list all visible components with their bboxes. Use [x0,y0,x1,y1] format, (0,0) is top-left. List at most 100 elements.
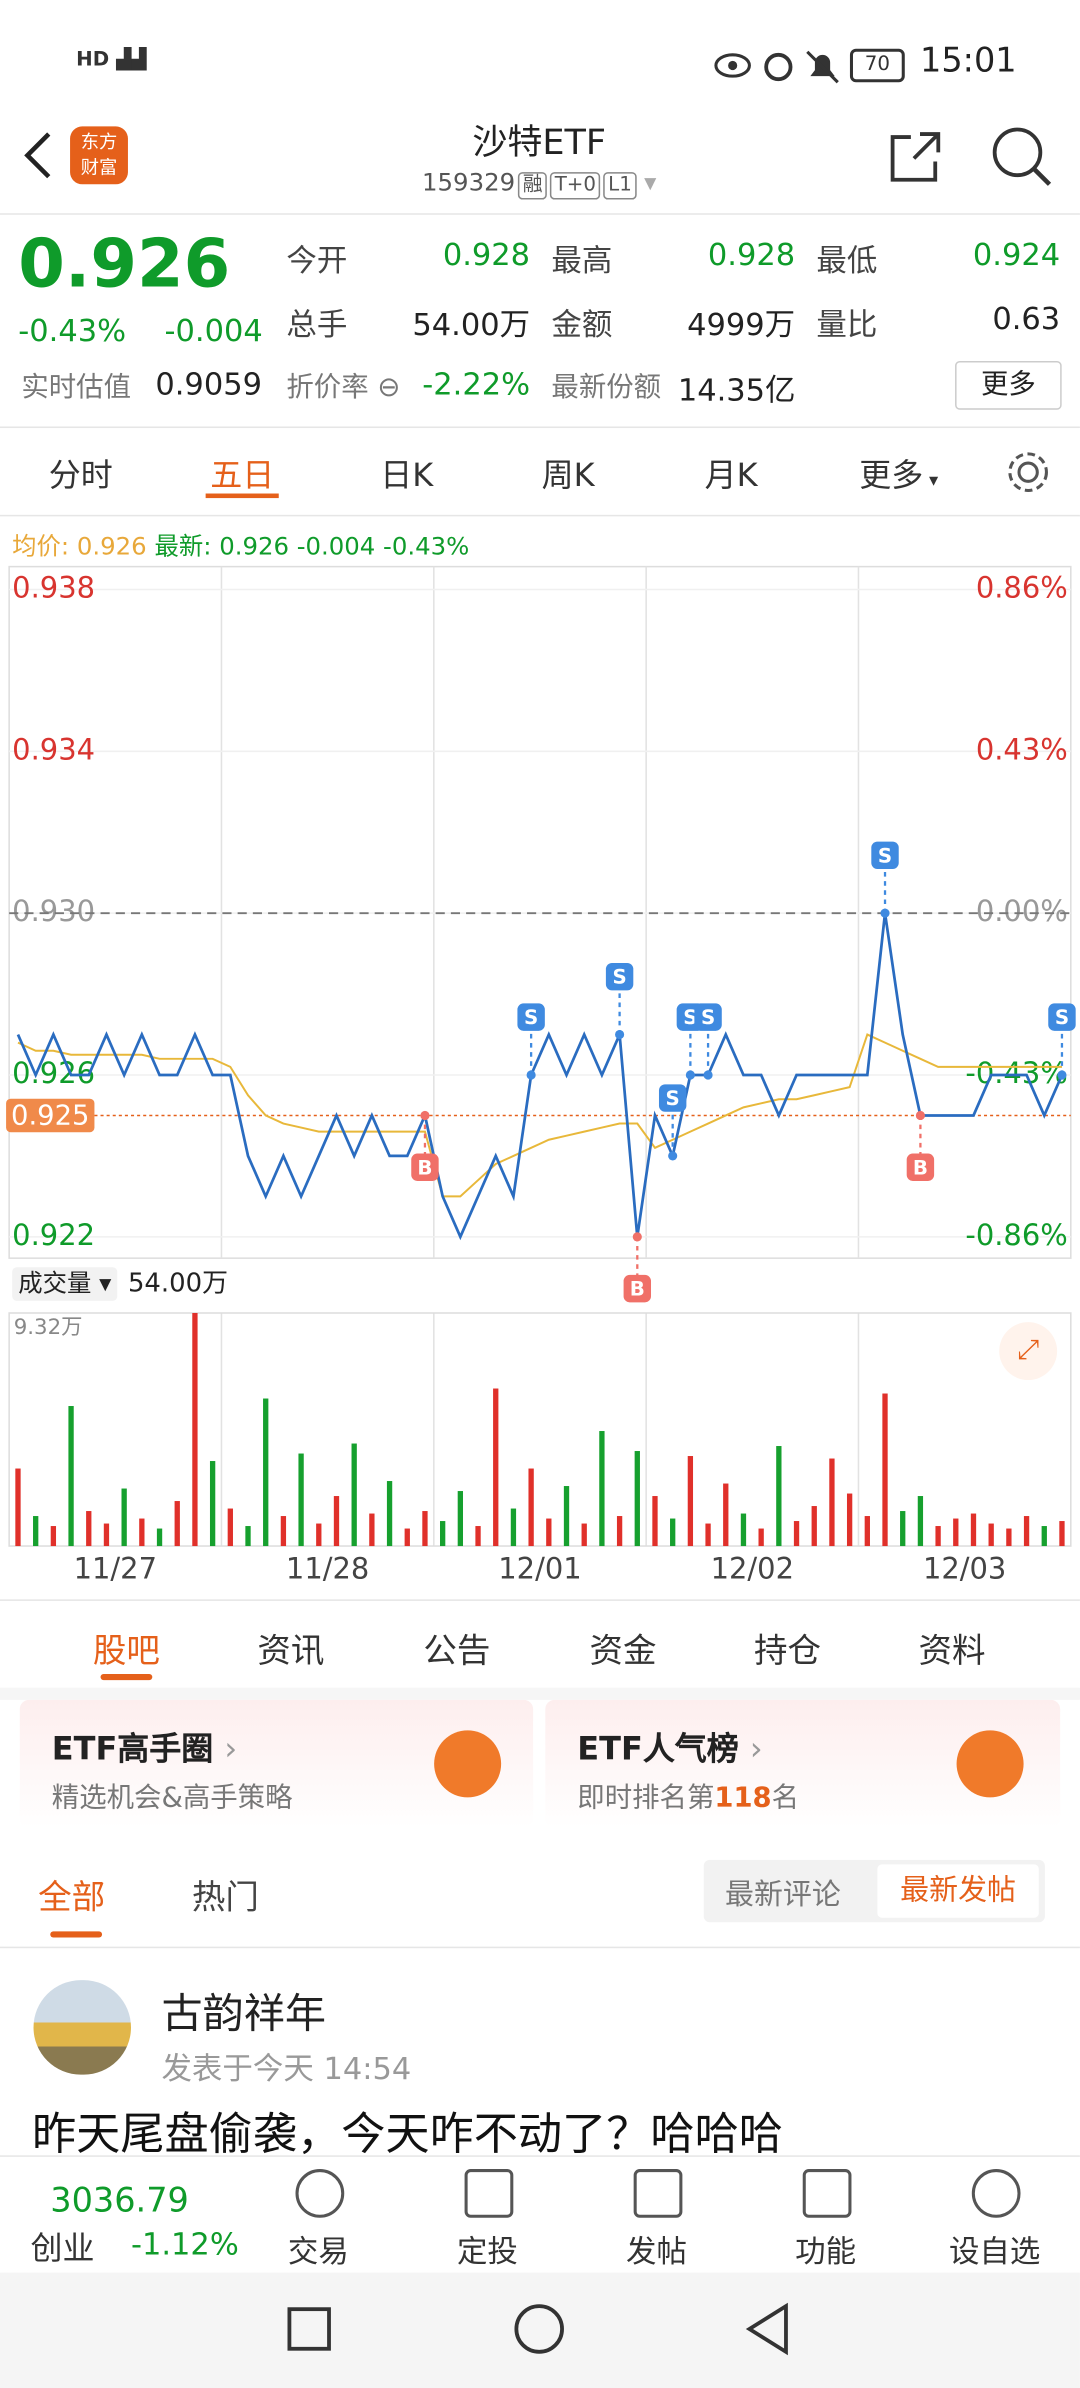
share-button[interactable] [887,128,948,186]
stat-value: 54.00万 [412,306,531,343]
volume-bar [263,1398,269,1547]
index-name[interactable]: 创业 [30,2229,95,2267]
signal-label: S [701,1006,715,1029]
signal-label: S [524,1006,538,1029]
stat-label: 总手 [286,306,348,343]
signal-label: S [878,844,892,867]
section-tab[interactable]: 资金 [589,1632,657,1671]
last-price-label: 0.925 [11,1100,89,1131]
price-line [16,912,1064,1241]
tag: L1 [603,172,637,200]
toolbar-icon[interactable] [464,2169,514,2218]
volume-bar [723,1483,729,1547]
signal-label: B [417,1156,432,1179]
signal-badge [694,1003,722,1031]
volume-bar [68,1406,74,1547]
post-author[interactable]: 古韵祥年 [161,1990,326,2039]
signal-label: S [1055,1006,1069,1029]
toolbar-label[interactable]: 发帖 [626,2233,687,2270]
volume-bar [1023,1516,1030,1547]
volume-bar [493,1388,499,1547]
volume-bar [440,1521,446,1547]
volume-bar [740,1513,747,1547]
stat-value: 0.63 [992,300,1061,337]
nav-home[interactable] [514,2304,564,2354]
toolbar-icon[interactable] [971,2169,1021,2218]
post-text[interactable]: 昨天尾盘偷袭，今天咋不动了？哈哈哈 [31,2108,783,2160]
y2-tick-label: -0.86% [965,1218,1067,1252]
volume-total: 54.00万 [127,1268,228,1300]
volume-bar [793,1521,800,1547]
signal-dot [915,1110,925,1121]
dropdown-caret[interactable]: ▾ [644,167,657,197]
price: 0.926 [18,225,231,304]
volume-bar [15,1468,21,1547]
search-button[interactable] [990,125,1054,189]
signal-badge [517,1003,545,1031]
nav-recent[interactable] [287,2307,331,2351]
volume-bar [209,1461,216,1547]
section-tab[interactable]: 公告 [423,1632,491,1671]
chart-tab[interactable]: 日K [380,456,434,494]
legend-change: -0.004 [296,531,376,561]
y-tick-label: 0.934 [12,732,95,766]
expand-button[interactable]: ⤢ [999,1322,1058,1381]
volume-bar [192,1312,198,1547]
section-tab[interactable]: 持仓 [753,1632,822,1671]
toolbar-label[interactable]: 设自选 [948,2233,1041,2270]
more-button[interactable]: 更多 [955,360,1062,410]
chart: 0.938 0.934 0.930 0.926 0.922 0.86% 0.43% 0.00%… [6,565,1076,1585]
avatar[interactable] [33,1980,131,2075]
index-change[interactable]: -1.12% [130,2225,239,2262]
volume-bar [776,1446,782,1547]
filter-tab-active[interactable]: 全部 [38,1879,106,1918]
section-tab[interactable]: 资料 [918,1632,986,1671]
chart-tab[interactable]: 分时 [48,456,113,494]
volume-bar [316,1523,322,1547]
chart-tab-active[interactable]: 五日 [210,456,275,494]
settings-button[interactable] [1005,449,1051,495]
section-tab-active[interactable]: 股吧 [92,1632,160,1671]
stock-code: 159329 [422,167,516,197]
volume-selector[interactable]: 成交量 ▾ [12,1267,118,1301]
toolbar-label[interactable]: 交易 [287,2233,349,2270]
volume-bar [139,1518,145,1547]
card[interactable]: ETF高手圈 › 精选机会&高手策略 [19,1699,534,1828]
nav-back[interactable] [745,2302,788,2356]
chart-tab[interactable]: 月K [704,456,758,494]
toolbar-icon[interactable] [802,2169,852,2218]
signal-dot [632,1232,642,1242]
section-tab[interactable]: 资讯 [257,1632,325,1671]
stat-value: 0.928 [442,236,531,273]
chart-tab[interactable]: 更多 ▾ [859,456,939,494]
volume-bar [174,1501,180,1547]
volume-bar [882,1393,888,1547]
last-price-badge [6,1098,95,1133]
toolbar-label[interactable]: 功能 [795,2233,857,2270]
card-sub-text: 名 [771,1782,800,1815]
index-value[interactable]: 3036.79 [50,2182,189,2221]
sort-option[interactable]: 最新评论 [725,1878,841,1912]
sort-option-active[interactable]: 最新发帖 [877,1864,1039,1918]
volume-bar [369,1513,375,1547]
change-pct: -0.43% [18,312,127,349]
back-button[interactable] [15,128,61,183]
nav-bar [0,2272,1080,2388]
card-title: ETF人气榜 › [577,1730,763,1767]
y-tick-label: 0.938 [12,570,95,604]
toolbar-icon[interactable] [633,2169,683,2218]
toolbar-label[interactable]: 定投 [456,2233,518,2270]
toolbar: 3036.79 创业 -1.12% 交易 定投 发帖 功能 设自选 [0,2155,1080,2275]
signal-badge [605,962,634,991]
y2-tick-label: 0.43% [976,732,1068,766]
signal-badge [411,1153,439,1181]
card[interactable]: ETF人气榜 › 即时排名第118名 [545,1699,1061,1828]
volume-bar [103,1523,110,1547]
card-sub-text: 即时排名第 [577,1782,715,1815]
volume-bar [333,1496,340,1547]
toolbar-icon[interactable] [295,2169,345,2218]
chart-tab[interactable]: 周K [541,456,595,494]
filter-tab[interactable]: 热门 [191,1879,259,1918]
discount-label: 折价率 ⊖ [286,371,401,404]
legend-avg: 0.926 [76,531,147,561]
